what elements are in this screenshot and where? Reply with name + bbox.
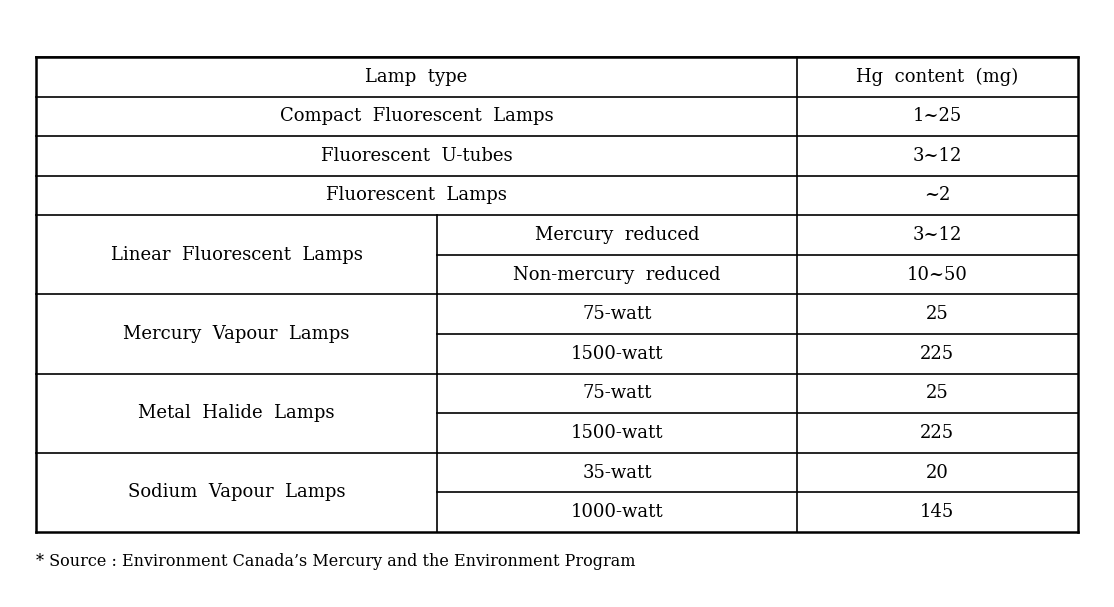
Text: 145: 145 xyxy=(920,503,955,521)
Text: Sodium  Vapour  Lamps: Sodium Vapour Lamps xyxy=(128,483,345,501)
Text: Fluorescent  Lamps: Fluorescent Lamps xyxy=(326,186,507,205)
Text: Metal  Halide  Lamps: Metal Halide Lamps xyxy=(138,404,335,422)
Text: Linear  Fluorescent  Lamps: Linear Fluorescent Lamps xyxy=(110,246,362,264)
Text: Mercury  Vapour  Lamps: Mercury Vapour Lamps xyxy=(124,325,350,343)
Text: 75-watt: 75-watt xyxy=(583,384,652,402)
Text: 35-watt: 35-watt xyxy=(583,464,652,482)
Text: 1~25: 1~25 xyxy=(912,107,961,125)
Text: 3~12: 3~12 xyxy=(912,147,962,165)
Text: * Source : Environment Canada’s Mercury and the Environment Program: * Source : Environment Canada’s Mercury … xyxy=(36,553,635,570)
Text: 225: 225 xyxy=(920,424,955,442)
Text: 3~12: 3~12 xyxy=(912,226,962,244)
Text: 20: 20 xyxy=(926,464,949,482)
Text: 1500-watt: 1500-watt xyxy=(570,424,663,442)
Text: Lamp  type: Lamp type xyxy=(365,68,468,86)
Text: 1500-watt: 1500-watt xyxy=(570,345,663,363)
Text: Compact  Fluorescent  Lamps: Compact Fluorescent Lamps xyxy=(280,107,554,125)
Text: 25: 25 xyxy=(926,384,949,402)
Text: 10~50: 10~50 xyxy=(907,266,968,283)
Text: Mercury  reduced: Mercury reduced xyxy=(535,226,700,244)
Text: Fluorescent  U-tubes: Fluorescent U-tubes xyxy=(321,147,512,165)
Text: Hg  content  (mg): Hg content (mg) xyxy=(857,67,1018,86)
Text: 75-watt: 75-watt xyxy=(583,305,652,324)
Text: 225: 225 xyxy=(920,345,955,363)
Text: ~2: ~2 xyxy=(925,186,950,205)
Text: Non-mercury  reduced: Non-mercury reduced xyxy=(514,266,721,283)
Text: 1000-watt: 1000-watt xyxy=(570,503,663,521)
Text: 25: 25 xyxy=(926,305,949,324)
